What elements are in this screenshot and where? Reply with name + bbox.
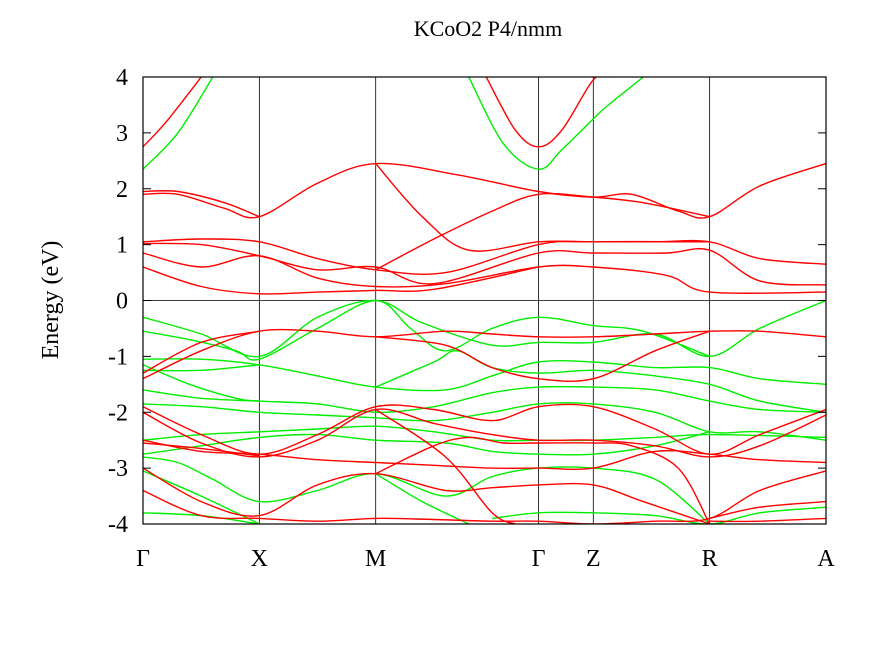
band-line-spin-up bbox=[143, 328, 826, 380]
band-line-spin-down bbox=[143, 456, 711, 524]
band-line-spin-up bbox=[375, 163, 826, 265]
x-tick-label: Γ bbox=[532, 546, 546, 572]
y-tick-label: 3 bbox=[116, 121, 128, 147]
band-line-spin-up bbox=[143, 190, 260, 218]
band-line-spin-down bbox=[492, 506, 826, 524]
band-line-spin-up bbox=[709, 517, 826, 523]
band-line-spin-down bbox=[143, 299, 710, 361]
band-line-spin-down bbox=[143, 358, 826, 392]
band-line-spin-down bbox=[143, 431, 710, 456]
y-tick-label: 0 bbox=[116, 289, 128, 315]
band-line-spin-up bbox=[485, 77, 609, 148]
band-line-spin-up bbox=[143, 252, 826, 295]
y-tick-label: -2 bbox=[108, 400, 128, 426]
x-tick-label: A bbox=[817, 546, 835, 572]
band-line-spin-down bbox=[143, 299, 826, 358]
band-line-spin-up bbox=[375, 192, 710, 271]
band-line-spin-down bbox=[143, 402, 826, 441]
band-line-spin-up bbox=[375, 408, 516, 524]
band-line-spin-up bbox=[143, 266, 539, 295]
band-lines bbox=[143, 77, 826, 524]
band-line-spin-up bbox=[143, 162, 826, 219]
band-line-spin-up bbox=[143, 330, 260, 374]
x-tick-label: Γ bbox=[136, 546, 150, 572]
band-line-spin-down bbox=[375, 350, 826, 413]
band-line-spin-up bbox=[143, 403, 826, 455]
band-line-spin-up bbox=[143, 442, 260, 457]
band-line-spin-up bbox=[143, 408, 826, 458]
plot-frame bbox=[142, 76, 827, 525]
x-tick-label: R bbox=[702, 546, 718, 572]
y-axis-label: Energy (eV) bbox=[38, 241, 64, 360]
band-line-spin-up bbox=[143, 467, 710, 524]
y-tick-label: 1 bbox=[116, 233, 128, 259]
x-tick-label: X bbox=[251, 546, 268, 572]
band-line-spin-up bbox=[375, 330, 710, 382]
band-line-spin-up bbox=[375, 436, 711, 524]
y-tick-label: 2 bbox=[116, 177, 128, 203]
band-line-spin-down bbox=[375, 473, 470, 524]
y-tick-label: 4 bbox=[116, 65, 128, 91]
band-line-spin-down bbox=[143, 77, 214, 170]
band-line-spin-down bbox=[468, 77, 644, 170]
gridlines bbox=[143, 77, 826, 524]
band-line-spin-up bbox=[143, 77, 202, 148]
band-line-spin-up bbox=[709, 500, 826, 520]
y-tick-label: -4 bbox=[108, 512, 128, 538]
chart-title: KCoO2 P4/nmm bbox=[414, 16, 563, 41]
x-tick-label: M bbox=[365, 546, 386, 572]
x-tick-label: Z bbox=[586, 546, 601, 572]
y-tick-label: -1 bbox=[108, 344, 128, 370]
y-tick-label: -3 bbox=[108, 456, 128, 482]
band-line-spin-down bbox=[143, 364, 826, 414]
y-ticks: 4 3 2 1 0 -1 -2 -3 -4 bbox=[108, 65, 826, 538]
band-line-spin-up bbox=[143, 439, 826, 471]
band-line-spin-down bbox=[143, 389, 260, 402]
